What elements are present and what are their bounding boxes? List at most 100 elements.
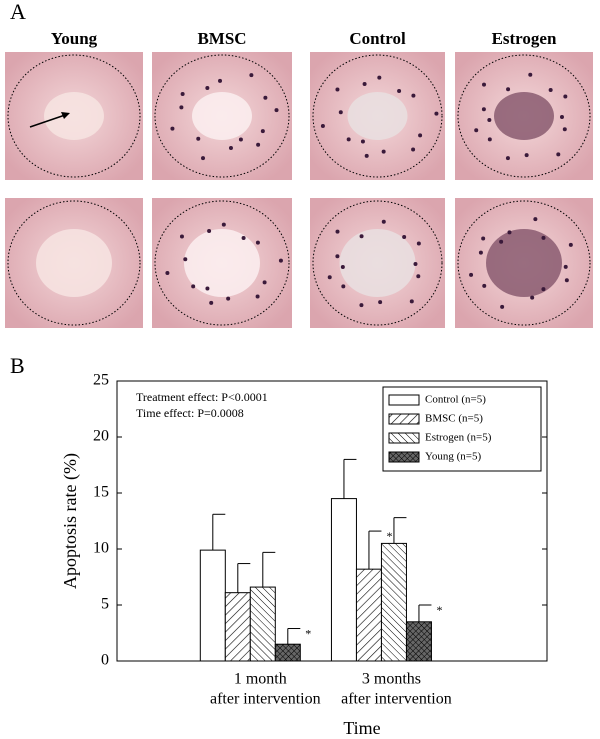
stain-dot (360, 139, 365, 144)
stain-dot (381, 219, 386, 224)
y-tick-label: 10 (93, 540, 109, 557)
lumen (192, 92, 252, 140)
bar (224, 592, 251, 662)
stain-dot (416, 241, 421, 246)
follicle-outline (457, 54, 591, 178)
lumen (339, 229, 416, 297)
stain-dot (179, 105, 184, 110)
stain-dot (274, 108, 279, 113)
stain-dot (413, 262, 418, 267)
x-tick-label: after intervention (210, 691, 321, 708)
stain-dot (170, 126, 175, 131)
panel-label: B (10, 353, 25, 378)
bar (355, 568, 382, 662)
y-tick-label: 20 (93, 428, 109, 445)
x-axis-label: Time (343, 718, 380, 738)
stain-dot (327, 275, 332, 280)
bar (274, 643, 301, 662)
stain-dot (559, 115, 564, 120)
arrow (29, 113, 69, 128)
significance-mark: * (436, 603, 442, 617)
lumen (486, 229, 562, 297)
significance-mark: * (386, 529, 392, 543)
stain-dot (528, 72, 533, 77)
stain-dot (335, 229, 340, 234)
stain-dot (205, 286, 210, 291)
stain-dot (478, 250, 483, 255)
stain-dot (341, 284, 346, 289)
stain-dot (562, 127, 567, 132)
micrographs: Young BMSC Control Estrogen (5, 29, 593, 328)
lumen (184, 229, 260, 297)
follicle-outline (457, 200, 591, 326)
stain-dot (335, 87, 340, 92)
stain-dot (482, 82, 487, 87)
chart: 0 5 10 15 20 25 Apoptosis rate (%) Time Treatmen… (60, 372, 548, 738)
stain-dot (218, 78, 223, 83)
stain-dot (180, 92, 185, 97)
stain-dot (469, 272, 474, 277)
y-axis-label: Apoptosis rate (%) (60, 453, 81, 589)
stain-dot (381, 149, 386, 154)
stain-dot (556, 152, 561, 157)
annotation: Time effect: P=0.0008 (136, 406, 244, 420)
stain-dot (362, 82, 367, 87)
annotation: Treatment effect: P<0.0001 (136, 390, 268, 404)
legend-swatch (388, 432, 420, 444)
follicle-outline (312, 200, 443, 326)
y-tick-label: 5 (101, 596, 109, 613)
lumen (44, 92, 104, 140)
stain-dot (359, 303, 364, 308)
stain-dot (505, 156, 510, 161)
stain-dot (263, 95, 268, 100)
stain-dot (418, 133, 423, 138)
stain-dot (402, 235, 407, 240)
stain-dot (474, 128, 479, 133)
stain-dot (241, 235, 246, 240)
stain-dot (228, 146, 233, 151)
lumen (347, 92, 408, 140)
stain-dot (530, 295, 535, 300)
stain-dot (481, 107, 486, 112)
legend-swatch (388, 451, 420, 463)
stain-dot (500, 304, 505, 309)
stain-dot (191, 284, 196, 289)
stain-dot (568, 242, 573, 247)
stain-dot (221, 222, 226, 227)
stain-dot (335, 254, 340, 259)
bar (249, 586, 276, 662)
stain-dot (487, 137, 492, 142)
follicle-outline (7, 200, 141, 326)
column-label: BMSC (197, 29, 246, 48)
stain-dot (377, 75, 382, 80)
bar (405, 621, 432, 662)
stain-dot (260, 129, 265, 134)
stain-dot (411, 147, 416, 152)
follicle-outline (7, 54, 141, 178)
stain-dot (378, 300, 383, 305)
follicle-outline (312, 54, 443, 178)
stain-dot (487, 117, 492, 122)
bar (330, 498, 357, 662)
legend-swatch (388, 413, 420, 425)
y-tick-label: 0 (101, 652, 109, 669)
stain-dot (183, 257, 188, 262)
follicle-outline (154, 54, 290, 178)
stain-dot (524, 153, 529, 158)
stain-dot (179, 234, 184, 239)
stain-dot (320, 123, 325, 128)
stain-dot (397, 88, 402, 93)
legend-label: Control (n=5) (425, 394, 486, 406)
stain-dot (364, 153, 369, 158)
stain-dot (499, 239, 504, 244)
stain-dot (201, 156, 206, 161)
stain-dot (541, 287, 546, 292)
stain-dot (255, 294, 260, 299)
stain-dot (564, 278, 569, 283)
stain-dot (533, 217, 538, 222)
stain-dot (563, 264, 568, 269)
y-tick-label: 25 (93, 372, 109, 389)
lumen (494, 92, 554, 140)
stain-dot (278, 258, 283, 263)
x-tick-label: 1 month (234, 671, 287, 688)
